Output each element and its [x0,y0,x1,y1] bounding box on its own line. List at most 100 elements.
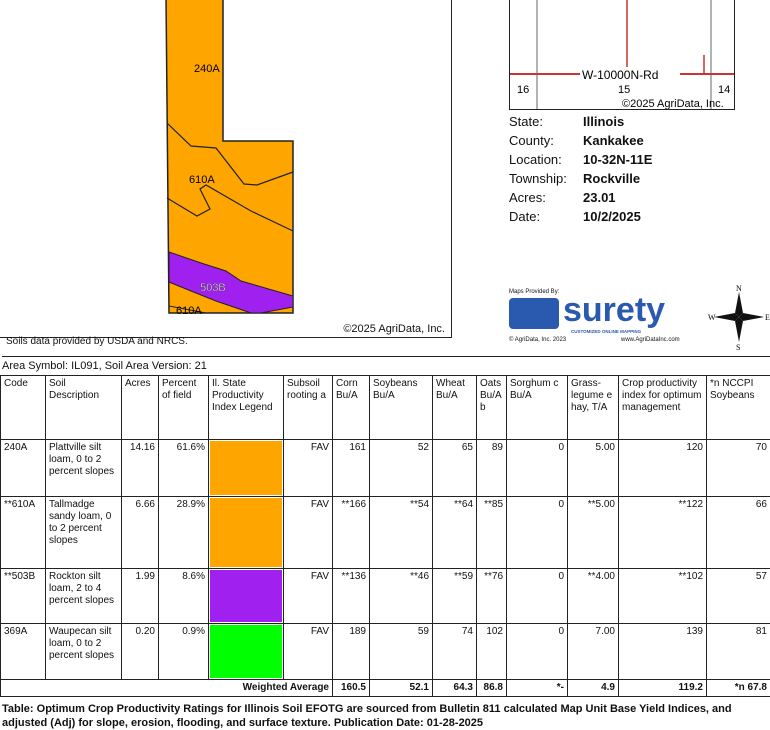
cell-acres: 1.99 [122,569,159,624]
info-label: Date: [509,209,583,224]
cell-wheat: 74 [433,624,477,680]
cell-nccpi: 57 [707,569,770,624]
header-cpi: Crop productivity index for optimum mana… [619,376,707,440]
legend-swatch [209,440,284,497]
cell-cpi: **122 [619,497,707,569]
map-label: 240A [194,63,220,75]
map-label: 610A [189,174,215,186]
soil-map: 240A 610A 503B 610A ©2025 AgriData, Inc. [0,0,452,338]
compass-rose-icon: N S W E [708,284,770,350]
compass-e: E [765,313,770,322]
header-wheat: Wheat Bu/A [433,376,477,440]
cell-acres: 0.20 [122,624,159,680]
info-row-state: State:Illinois [509,114,759,129]
info-label: Location: [509,152,583,167]
weighted-hay: 4.9 [568,680,619,697]
cell-cpi: **102 [619,569,707,624]
cell-wheat: 65 [433,440,477,497]
cell-desc: Tallmadge sandy loam, 0 to 2 percent slo… [46,497,122,569]
info-value: Illinois [583,114,624,129]
compass-w: W [708,313,716,322]
cell-sorghum: 0 [507,569,568,624]
legend-swatch [209,624,284,680]
cell-corn: **166 [333,497,370,569]
weighted-soy: 52.1 [370,680,433,697]
logo-url: www.AgriDataInc.com [621,337,680,344]
cell-subsoil: FAV [284,440,333,497]
info-value: Rockville [583,171,640,186]
caption-text: Table: Optimum Crop Productivity Ratings… [2,703,732,729]
cell-sorghum: 0 [507,497,568,569]
legend-color [210,441,282,495]
cell-nccpi: 70 [707,440,770,497]
header-legend: Il. State Productivity Index Legend [209,376,284,440]
soil-map-drawing: 240A 610A 503B 610A [0,0,453,339]
legend-swatch [209,569,284,624]
weighted-wheat: 64.3 [433,680,477,697]
info-label: Township: [509,171,583,186]
cell-corn: 189 [333,624,370,680]
weighted-oats: 86.8 [477,680,507,697]
section-label: 16 [517,84,529,96]
cell-pct: 8.6% [159,569,209,624]
cell-hay: **4.00 [568,569,619,624]
header-percent: Percent of field [159,376,209,440]
cell-sorghum: 0 [507,624,568,680]
legend-swatch [209,497,284,569]
cell-cpi: 139 [619,624,707,680]
table-caption: Table: Optimum Crop Productivity Ratings… [2,702,770,730]
header-soybeans: Soybeans Bu/A [370,376,433,440]
header-code: Code [1,376,46,440]
cell-oats: **85 [477,497,507,569]
cell-hay: 5.00 [568,440,619,497]
cell-subsoil: FAV [284,624,333,680]
info-value: Kankakee [583,133,644,148]
cell-pct: 61.6% [159,440,209,497]
map-label: 503B [200,282,226,294]
cell-soy: 52 [370,440,433,497]
header-subsoil: Subsoil rooting a [284,376,333,440]
cell-hay: 7.00 [568,624,619,680]
cell-corn: 161 [333,440,370,497]
cell-oats: 102 [477,624,507,680]
cell-nccpi: 81 [707,624,770,680]
cell-soy: **54 [370,497,433,569]
header-corn: Corn Bu/A [333,376,370,440]
cell-oats: **76 [477,569,507,624]
info-row-date: Date:10/2/2025 [509,209,759,224]
header-hay: Grass-legume e hay, T/A [568,376,619,440]
info-label: Acres: [509,190,583,205]
info-label: County: [509,133,583,148]
header-description: Soil Description [46,376,122,440]
cell-acres: 6.66 [122,497,159,569]
weighted-label: Weighted Average [1,680,333,697]
info-row-location: Location:10-32N-11E [509,152,759,167]
cell-hay: **5.00 [568,497,619,569]
map-label: 610A [176,305,202,317]
cell-soy: **46 [370,569,433,624]
info-value: 10/2/2025 [583,209,641,224]
soils-data-note: Soils data provided by USDA and NRCS. [6,336,188,347]
cell-code: **610A [1,497,46,569]
info-value: 10-32N-11E [583,152,652,167]
location-map-copyright: ©2025 AgriData, Inc. [622,98,724,110]
cell-subsoil: FAV [284,497,333,569]
cell-soy: 59 [370,624,433,680]
legend-color [210,570,282,622]
info-row-county: County:Kankakee [509,133,759,148]
soil-productivity-table: Code Soil Description Acres Percent of f… [0,375,770,697]
logo-brand: surety [563,293,665,327]
header-oats: Oats Bu/A b [477,376,507,440]
surety-logo: Maps Provided By: surety CUSTOMIZED ONLI… [509,289,704,347]
cell-cpi: 120 [619,440,707,497]
header-sorghum: Sorghum c Bu/A [507,376,568,440]
section-label: 15 [618,84,630,96]
cell-desc: Plattville silt loam, 0 to 2 percent slo… [46,440,122,497]
cell-code: 369A [1,624,46,680]
weighted-sorghum: *- [507,680,568,697]
logo-copyright: © AgriData, Inc. 2023 [509,337,566,344]
